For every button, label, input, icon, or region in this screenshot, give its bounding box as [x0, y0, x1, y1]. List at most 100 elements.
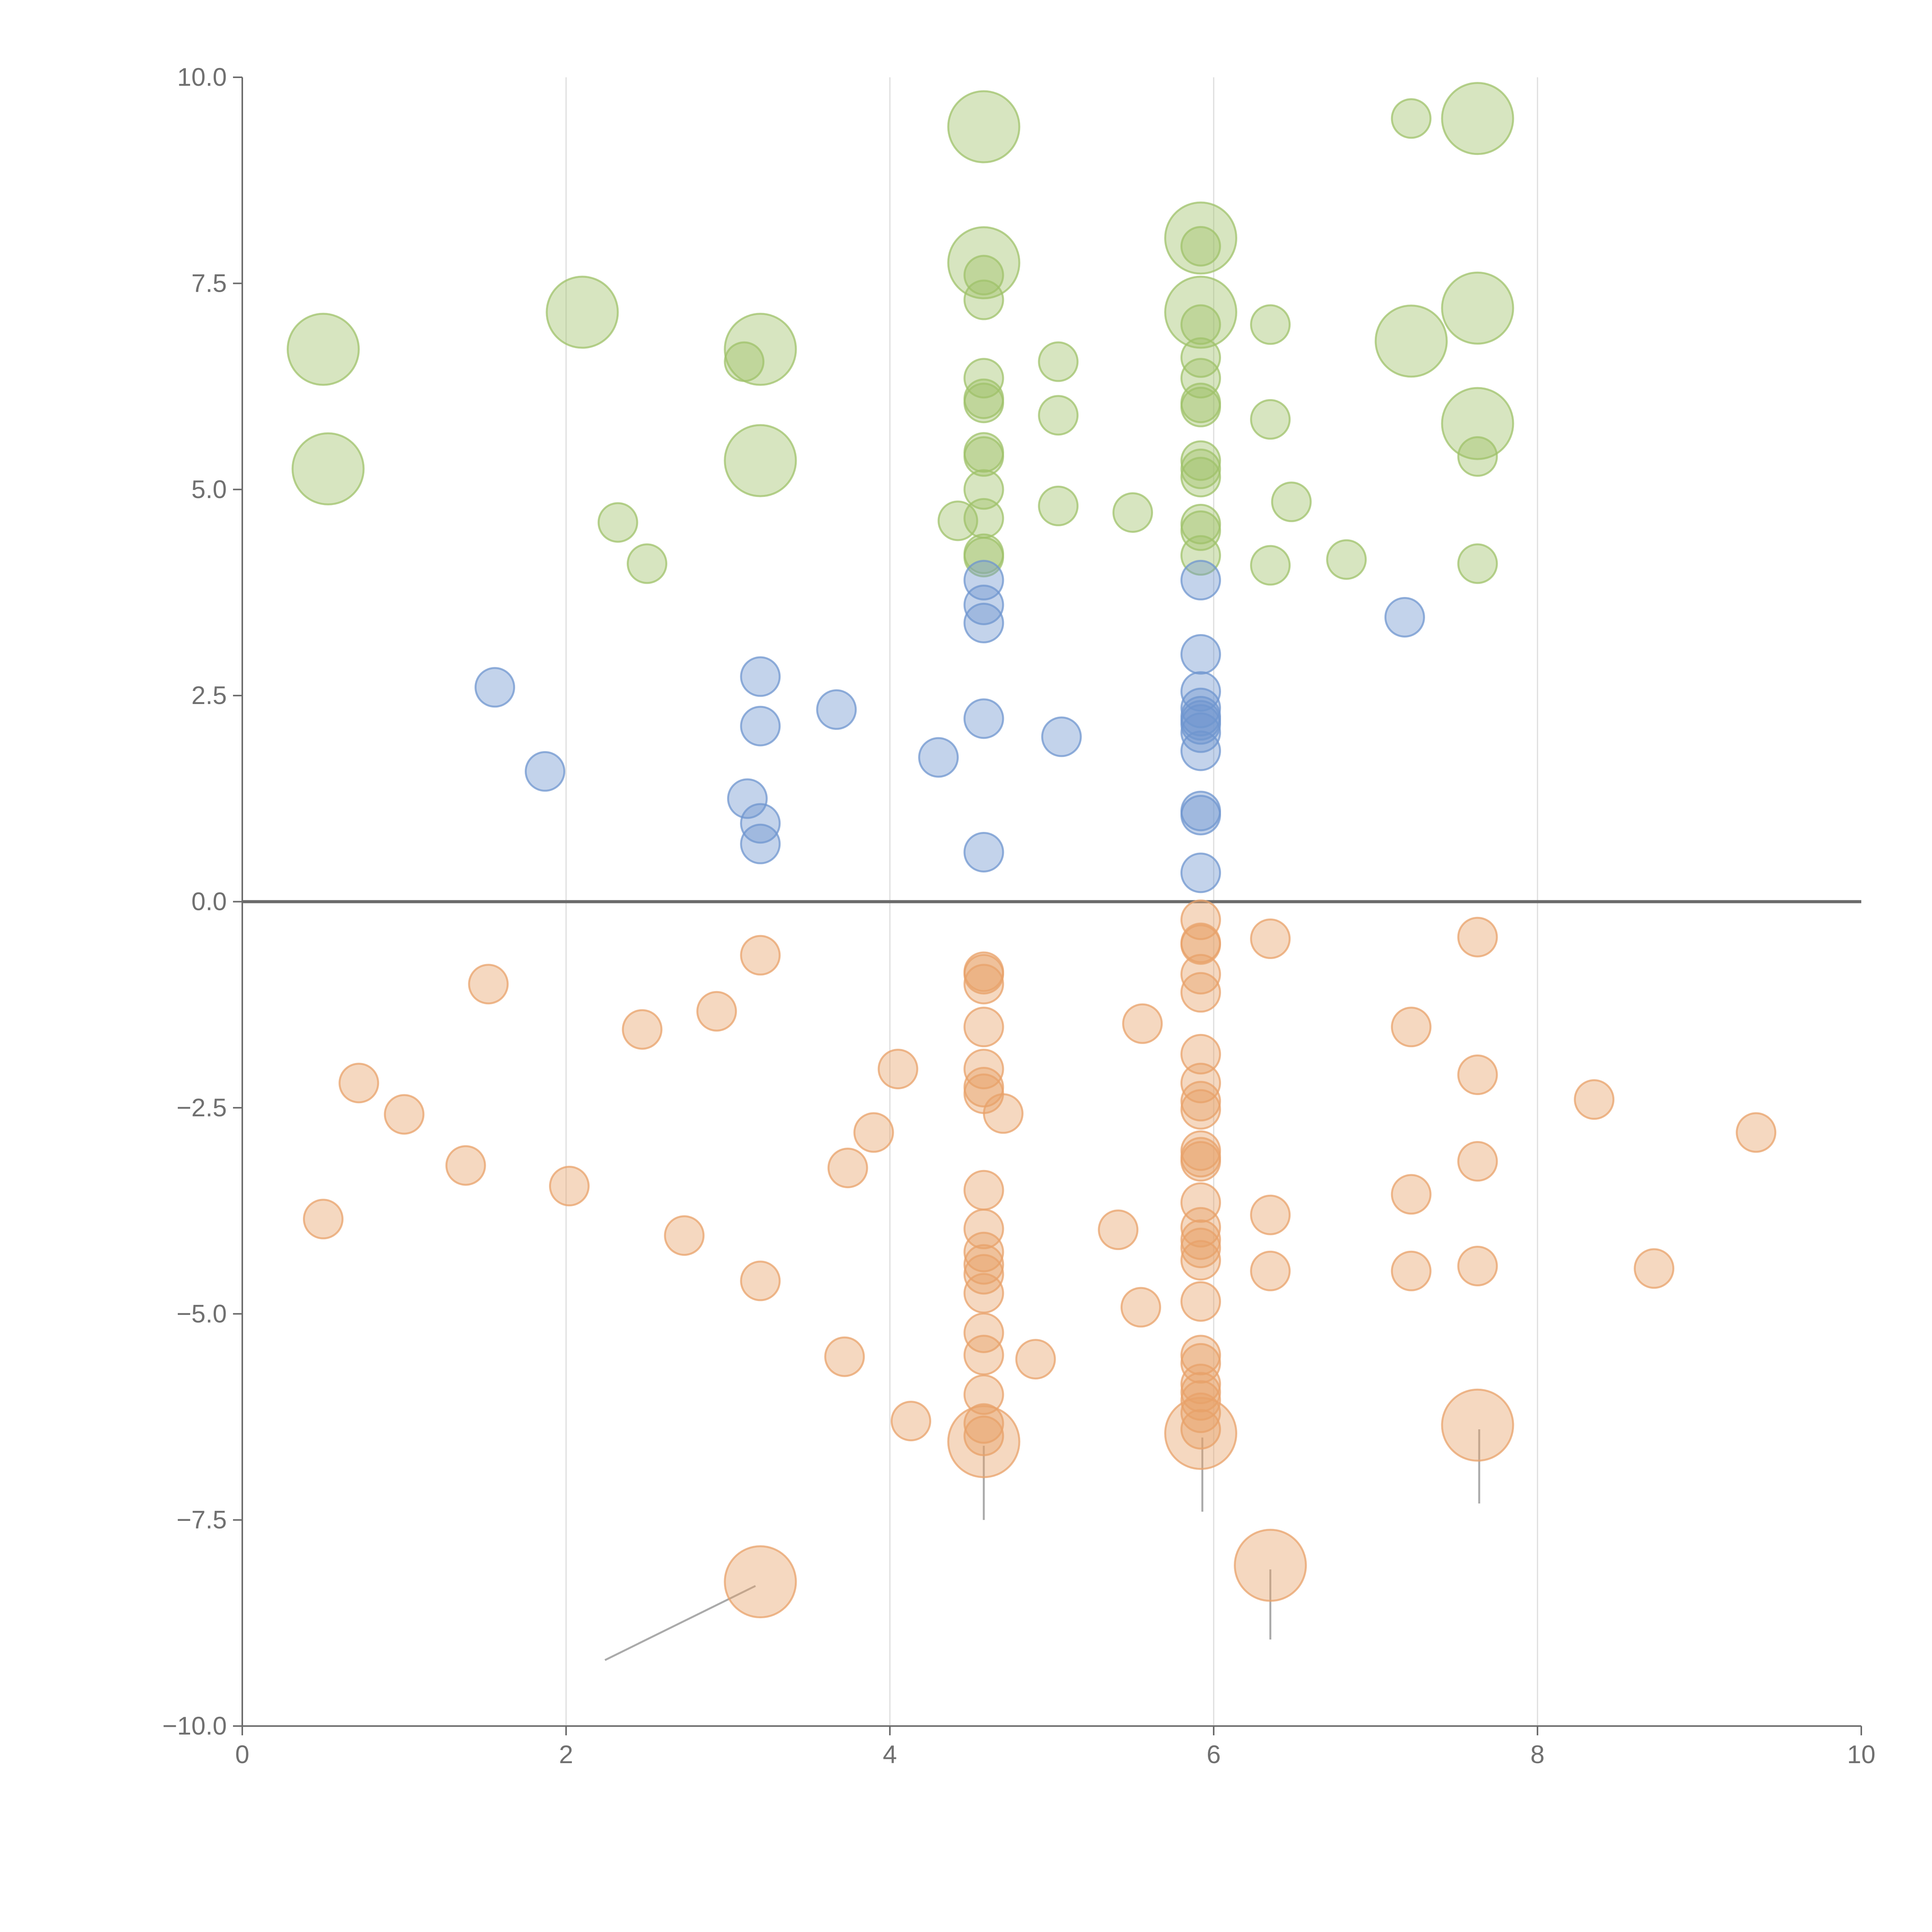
- blue-data-point: [1180, 852, 1221, 893]
- orange-data-point: [1180, 924, 1221, 965]
- blue-data-point: [474, 667, 515, 708]
- green-data-point: [1038, 395, 1079, 436]
- orange-data-point: [1457, 917, 1498, 957]
- x-tick-label: 0: [235, 1740, 250, 1769]
- blue-data-point: [1180, 634, 1221, 675]
- orange-data-point: [1180, 1219, 1221, 1260]
- green-data-point: [963, 436, 1004, 477]
- green-data-point: [1441, 387, 1514, 460]
- blue-data-point: [1180, 560, 1221, 600]
- green-data-point: [1180, 457, 1221, 498]
- green-data-point: [963, 383, 1004, 423]
- orange-data-point: [1015, 1339, 1056, 1380]
- orange-data-point: [963, 1231, 1004, 1272]
- green-data-point: [1180, 337, 1221, 378]
- blue-data-point: [525, 751, 566, 792]
- orange-data-point: [1457, 1246, 1498, 1287]
- green-data-point: [724, 313, 797, 386]
- orange-data-point: [1180, 1034, 1221, 1075]
- green-data-point: [1441, 271, 1514, 345]
- green-data-point: [724, 341, 765, 382]
- orange-data-point: [827, 1148, 868, 1189]
- x-tick-label: 4: [883, 1740, 897, 1769]
- orange-data-point: [890, 1401, 931, 1442]
- green-data-point: [1038, 341, 1079, 382]
- green-data-point: [1180, 440, 1221, 481]
- green-data-point: [963, 469, 1004, 510]
- orange-data-point: [664, 1215, 705, 1256]
- orange-data-point: [1391, 1007, 1432, 1048]
- orange-data-point: [963, 1007, 1004, 1048]
- blue-data-point: [1041, 716, 1082, 757]
- green-data-point: [1180, 510, 1221, 551]
- orange-data-point: [1250, 1250, 1291, 1291]
- green-data-point: [963, 255, 1004, 296]
- orange-data-point: [1180, 1281, 1221, 1322]
- blue-data-point: [740, 803, 781, 844]
- y-tick-label: −5.0: [177, 1299, 227, 1328]
- annotation-leader-line: [735, 361, 756, 375]
- green-data-point: [1457, 436, 1498, 477]
- green-data-point: [287, 313, 360, 386]
- green-data-point: [963, 358, 1004, 399]
- green-data-point: [1180, 304, 1221, 345]
- orange-data-point: [1180, 1372, 1221, 1413]
- y-tick-label: 2.5: [191, 681, 227, 709]
- annotation-leader-line: [959, 250, 980, 258]
- orange-data-point: [724, 1545, 797, 1619]
- blue-data-point: [963, 832, 1004, 872]
- orange-data-point: [963, 1415, 1004, 1456]
- orange-data-point: [1441, 1388, 1514, 1462]
- green-data-point: [1180, 386, 1221, 427]
- green-data-point: [1250, 399, 1291, 440]
- orange-data-point: [963, 1244, 1004, 1285]
- green-data-point: [1180, 448, 1221, 489]
- orange-data-point: [740, 935, 781, 976]
- green-data-point: [291, 432, 365, 505]
- orange-data-point: [824, 1336, 865, 1377]
- y-tick-label: −2.5: [177, 1093, 227, 1122]
- orange-data-point: [1180, 1228, 1221, 1269]
- orange-data-point: [1164, 1397, 1237, 1470]
- x-tick-label: 2: [559, 1740, 573, 1769]
- orange-data-point: [1180, 1081, 1221, 1122]
- orange-data-point: [963, 1049, 1004, 1090]
- orange-data-point: [1122, 1003, 1163, 1044]
- green-data-point: [1326, 539, 1367, 580]
- blue-data-point: [740, 656, 781, 697]
- orange-data-point: [1180, 1409, 1221, 1450]
- blue-data-point: [1384, 597, 1425, 638]
- orange-data-point: [947, 1405, 1020, 1478]
- orange-data-point: [983, 1093, 1024, 1134]
- orange-data-point: [1250, 1194, 1291, 1235]
- orange-data-point: [1634, 1248, 1675, 1289]
- x-tick-label: 8: [1531, 1740, 1545, 1769]
- green-data-point: [1180, 358, 1221, 399]
- orange-data-point: [963, 964, 1004, 1005]
- blue-data-point: [1180, 687, 1221, 728]
- annotation-leader-line: [326, 328, 353, 346]
- orange-data-point: [1180, 1335, 1221, 1376]
- annotation-leader-line: [604, 1585, 756, 1661]
- x-tick-label: 10: [1847, 1740, 1875, 1769]
- green-data-point: [937, 500, 978, 541]
- axes: [242, 77, 1861, 1727]
- green-data-point: [597, 502, 638, 543]
- orange-data-point: [445, 1145, 486, 1186]
- annotation-leader-line: [1477, 299, 1482, 313]
- orange-data-point: [963, 1170, 1004, 1211]
- green-data-point: [1250, 304, 1291, 345]
- orange-data-point: [1234, 1529, 1307, 1602]
- orange-data-point: [1180, 899, 1221, 940]
- orange-data-point: [549, 1166, 590, 1207]
- orange-data-point: [1457, 1141, 1498, 1182]
- y-tick-label: 0.0: [191, 887, 227, 916]
- orange-data-point: [963, 1374, 1004, 1415]
- orange-data-point: [338, 1063, 379, 1104]
- y-tick-label: 10.0: [177, 63, 227, 91]
- blue-data-point: [1180, 794, 1221, 835]
- green-data-point: [963, 279, 1004, 320]
- orange-data-point: [1391, 1174, 1432, 1215]
- orange-data-point: [1180, 1089, 1221, 1130]
- annotation-leader-lines: [326, 117, 1485, 1661]
